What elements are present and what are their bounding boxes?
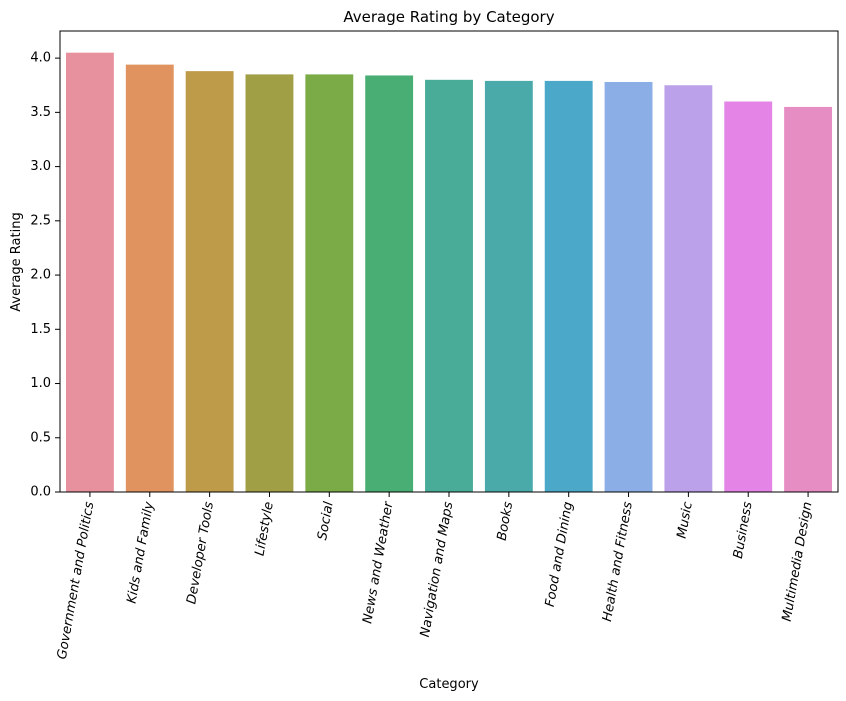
y-tick-label: 3.0 (30, 159, 51, 174)
chart-title: Average Rating by Category (343, 8, 554, 26)
y-tick-label: 1.5 (30, 322, 51, 337)
x-tick-label: Multimedia Design (780, 501, 816, 623)
bar-11 (724, 101, 773, 492)
bar-8 (544, 80, 593, 493)
y-tick-label: 2.5 (30, 213, 51, 228)
x-tick-label: Food and Dining (543, 501, 576, 608)
x-tick-label: Navigation and Maps (418, 500, 457, 638)
y-tick-label: 4.0 (30, 51, 51, 66)
y-axis-label: Average Rating (9, 212, 24, 311)
x-axis-label: Category (419, 677, 479, 692)
x-axis: Government and Politics Kids and Family De… (55, 492, 816, 661)
y-tick-label: 0.0 (30, 485, 51, 500)
x-tick-label: Health and Fitness (600, 500, 636, 622)
bar-6 (425, 79, 473, 492)
bar-7 (484, 80, 533, 493)
x-tick-label: Social (315, 500, 337, 541)
x-tick-label: Books (495, 500, 517, 541)
bar-1 (125, 64, 174, 492)
bar-0 (65, 52, 114, 492)
bar-5 (365, 75, 414, 492)
y-tick-label: 2.0 (30, 268, 51, 283)
bars-group (65, 52, 833, 493)
x-tick-label: Music (675, 501, 696, 540)
bar-2 (185, 71, 234, 492)
bar-12 (784, 106, 833, 493)
y-tick-label: 3.5 (30, 105, 51, 120)
x-tick-label: Developer Tools (184, 500, 217, 605)
bar-3 (245, 74, 294, 492)
x-tick-label: Lifestyle (253, 501, 277, 557)
bar-10 (664, 85, 713, 493)
y-tick-label: 0.5 (30, 430, 51, 445)
bar-4 (305, 74, 354, 492)
bar-9 (604, 81, 653, 492)
x-tick-label: News and Weather (360, 499, 396, 625)
y-tick-label: 1.0 (30, 376, 51, 391)
y-axis: 0.0 0.5 1.0 1.5 2.0 2.5 3.0 3.5 4.0 (30, 51, 60, 500)
x-tick-label: Kids and Family (125, 500, 158, 604)
x-tick-label: Government and Politics (55, 500, 98, 660)
x-tick-label: Business (731, 500, 756, 559)
